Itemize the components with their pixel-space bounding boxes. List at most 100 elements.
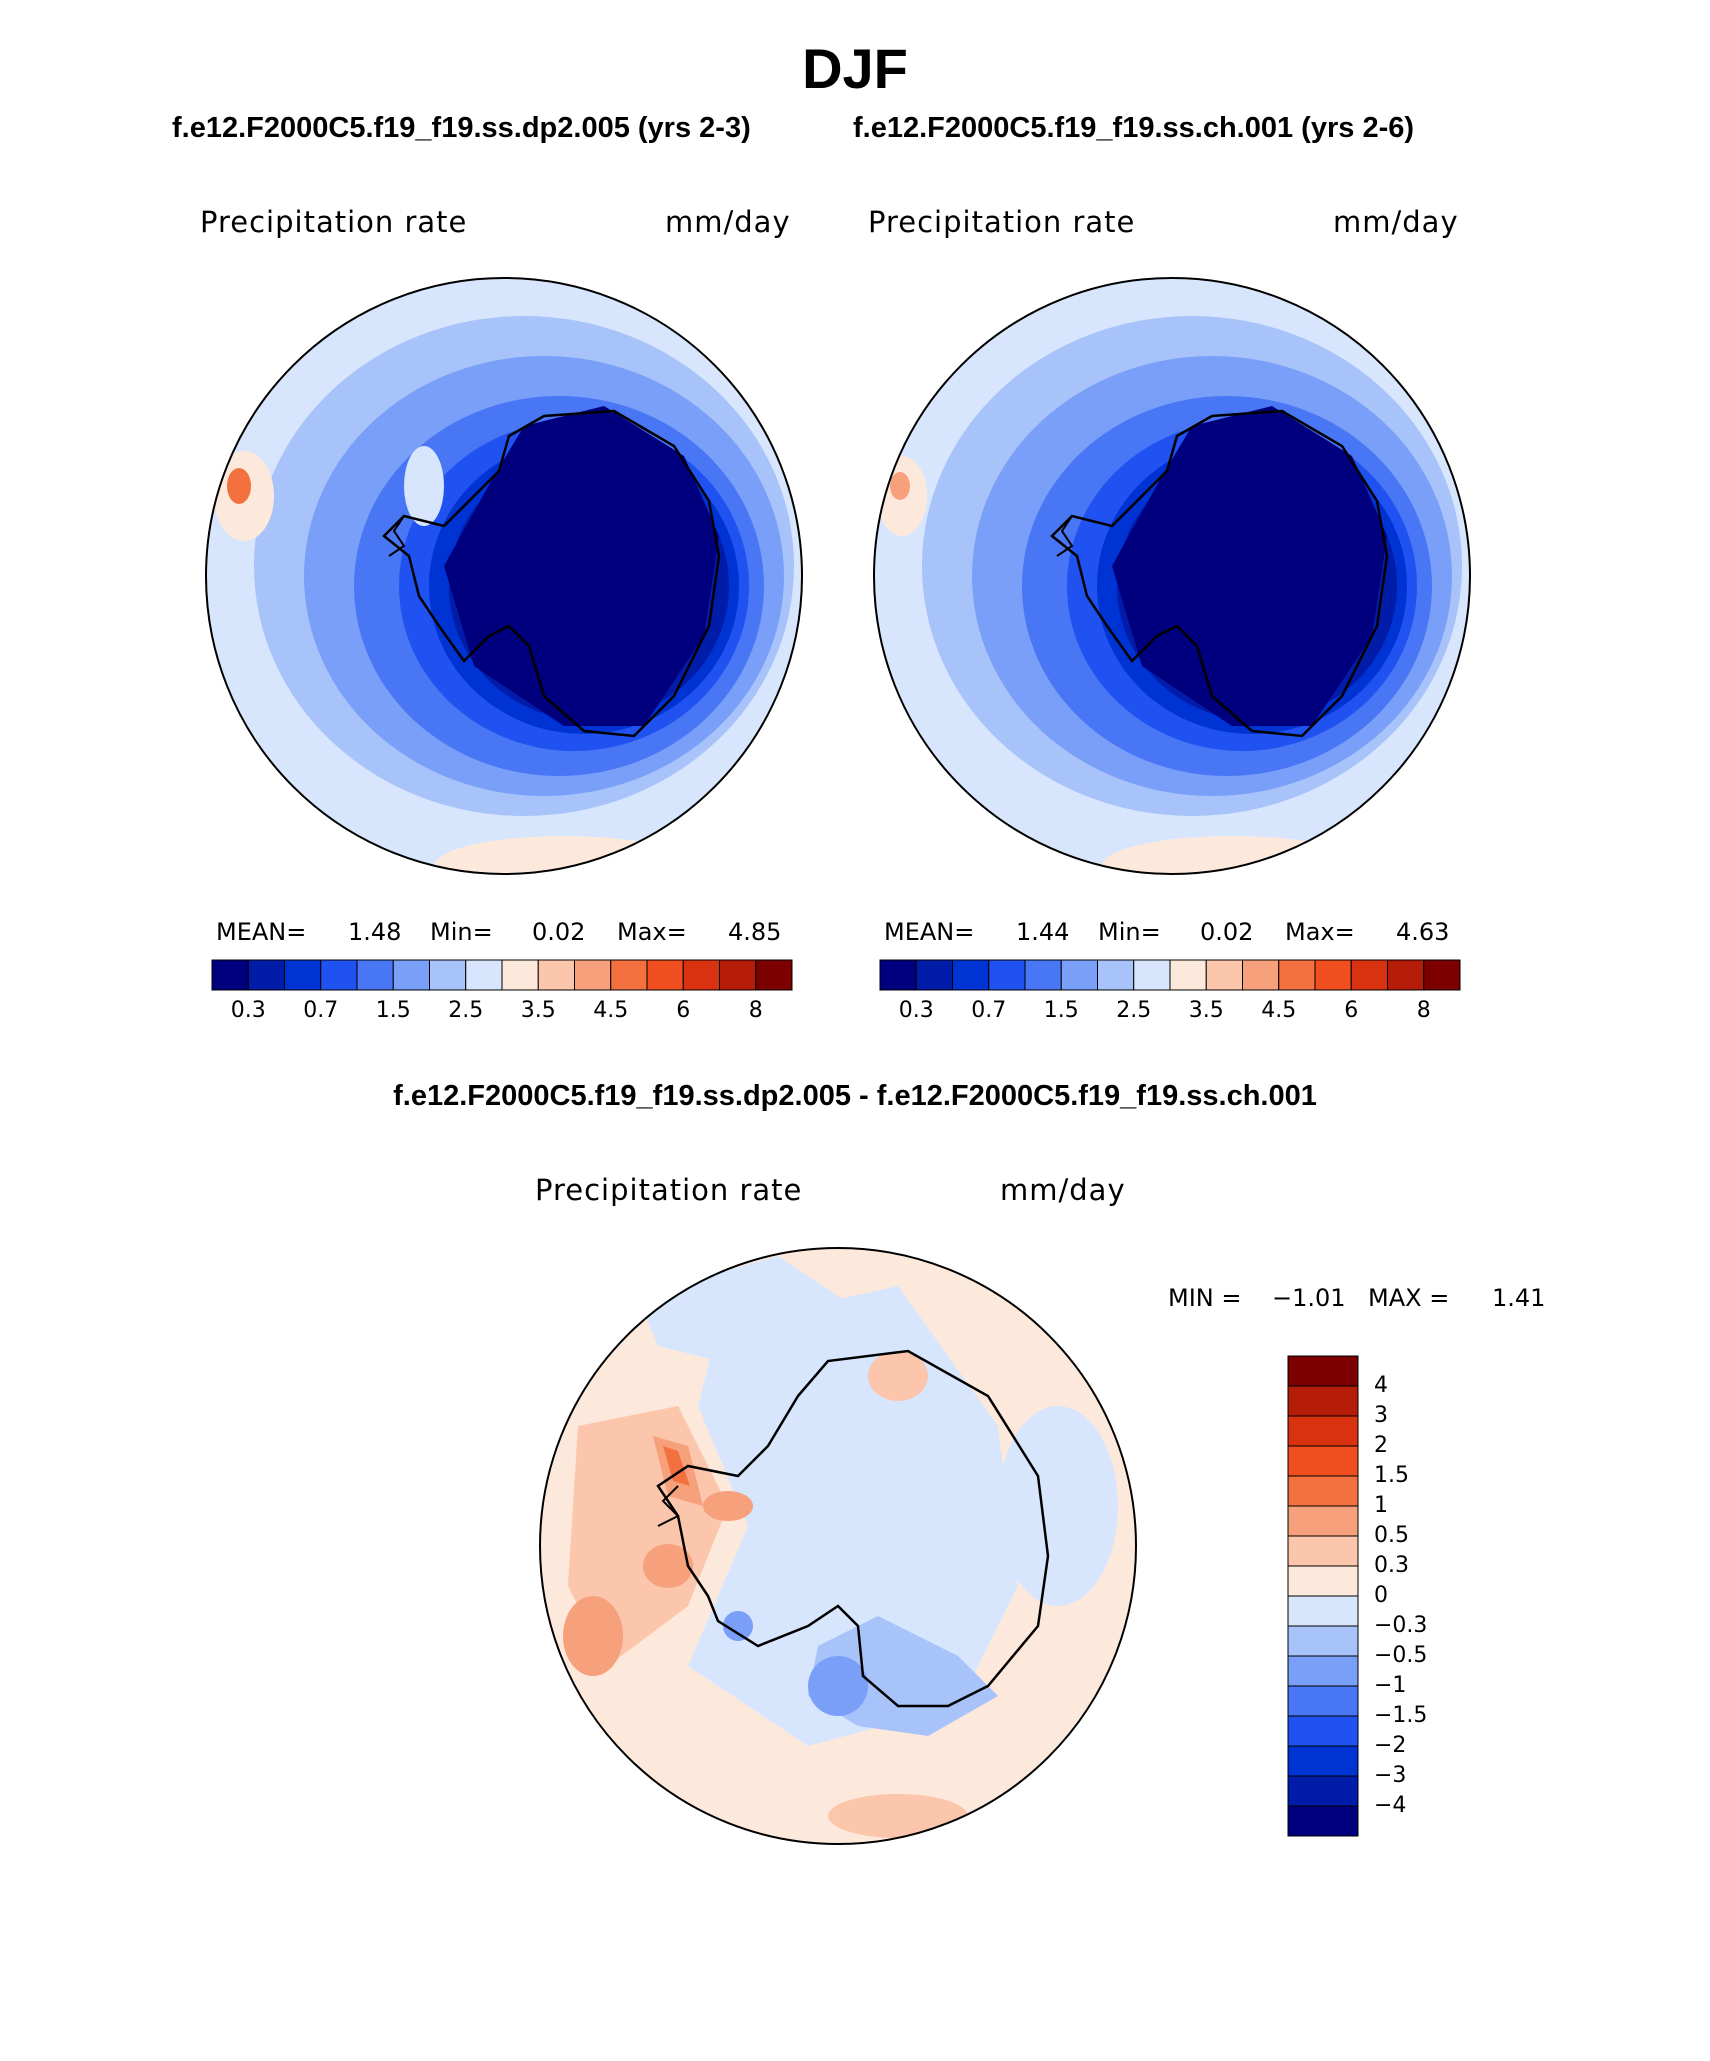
- colorbar-swatch: [1287, 1445, 1359, 1477]
- diff-max-value: 1.41: [1492, 1284, 1546, 1312]
- colorbar-swatch: [1350, 959, 1388, 991]
- colorbar-tick-label: 4: [1374, 1373, 1388, 1398]
- case2-label: f.e12.F2000C5.f19_f19.ss.ch.001 (yrs 2-6…: [853, 112, 1415, 144]
- colorbar-tick-label: 0: [1374, 1583, 1388, 1608]
- colorbar-swatch: [501, 959, 539, 991]
- colorbar-swatch: [1278, 959, 1316, 991]
- case1-label: f.e12.F2000C5.f19_f19.ss.dp2.005 (yrs 2-…: [172, 112, 751, 144]
- colorbar-swatch: [1287, 1715, 1359, 1747]
- diff-units: mm/day: [1000, 1173, 1126, 1207]
- colorbar-swatch: [1097, 959, 1135, 991]
- colorbar-swatch: [952, 959, 990, 991]
- colorbar-swatch: [211, 959, 249, 991]
- colorbar-swatch: [537, 959, 575, 991]
- colorbar-tick-label: −2: [1374, 1733, 1407, 1758]
- colorbar-tick-label: 0.5: [1374, 1523, 1409, 1548]
- colorbar-tick-label: −0.5: [1374, 1643, 1428, 1668]
- colorbar-tick-label: 0.3: [1374, 1553, 1409, 1578]
- colorbar-swatch: [682, 959, 720, 991]
- colorbar-swatch: [392, 959, 430, 991]
- panel2-mean-label: MEAN=: [884, 918, 975, 946]
- colorbar-swatch: [1287, 1655, 1359, 1687]
- colorbar-tick-label: 6: [1344, 998, 1359, 1023]
- colorbar-swatch: [1287, 1505, 1359, 1537]
- map-panel-1: [205, 277, 803, 875]
- panel1-min-value: 0.02: [532, 918, 586, 946]
- colorbar-tick-label: 1.5: [375, 998, 411, 1023]
- colorbar-tick-label: 2: [1374, 1433, 1388, 1458]
- panel1-max-value: 4.85: [728, 918, 782, 946]
- colorbar-swatch: [320, 959, 358, 991]
- colorbar-tick-label: 2.5: [448, 998, 484, 1023]
- colorbar-swatch: [1287, 1625, 1359, 1657]
- panel1-mean-label: MEAN=: [216, 918, 307, 946]
- panel2-max-label: Max=: [1285, 918, 1355, 946]
- colorbar-tick-label: 8: [748, 998, 763, 1023]
- colorbar-swatch: [646, 959, 684, 991]
- panel2-max-value: 4.63: [1396, 918, 1450, 946]
- colorbar-swatch: [1242, 959, 1280, 991]
- colorbar-tick-label: 3.5: [520, 998, 556, 1023]
- colorbar-swatch: [1314, 959, 1352, 991]
- colorbar-swatch: [1287, 1745, 1359, 1777]
- colorbar-swatch: [1423, 959, 1461, 991]
- figure-title: DJF: [802, 37, 908, 100]
- colorbar-swatch: [465, 959, 503, 991]
- colorbar-swatch: [1387, 959, 1425, 991]
- colorbar-tick-label: 0.3: [898, 998, 934, 1023]
- panel2-variable: Precipitation rate: [868, 205, 1136, 239]
- colorbar-panel-1: [211, 959, 793, 991]
- colorbar-swatch: [1287, 1355, 1359, 1387]
- colorbar-swatch: [1133, 959, 1171, 991]
- colorbar-swatch: [1287, 1595, 1359, 1627]
- colorbar-tick-label: 2.5: [1116, 998, 1152, 1023]
- colorbar-tick-label: 4.5: [1261, 998, 1297, 1023]
- colorbar-swatch: [988, 959, 1026, 991]
- colorbar-diff: [1287, 1355, 1359, 1837]
- diff-title: f.e12.F2000C5.f19_f19.ss.dp2.005 - f.e12…: [393, 1080, 1317, 1112]
- panel2-mean-value: 1.44: [1016, 918, 1070, 946]
- colorbar-tick-label: −4: [1374, 1793, 1407, 1818]
- colorbar-swatch: [1287, 1385, 1359, 1417]
- colorbar-swatch: [719, 959, 757, 991]
- colorbar-tick-label: 4.5: [593, 998, 629, 1023]
- colorbar-swatch: [1060, 959, 1098, 991]
- colorbar-tick-label: 1.5: [1043, 998, 1079, 1023]
- colorbar-tick-label: −1.5: [1374, 1703, 1428, 1728]
- colorbar-swatch: [1024, 959, 1062, 991]
- colorbar-tick-label: −3: [1374, 1763, 1407, 1788]
- colorbar-swatch: [1287, 1685, 1359, 1717]
- colorbar-swatch: [879, 959, 917, 991]
- colorbar-swatch: [574, 959, 612, 991]
- panel1-mean-value: 1.48: [348, 918, 402, 946]
- colorbar-swatch: [1287, 1565, 1359, 1597]
- panel2-min-value: 0.02: [1200, 918, 1254, 946]
- colorbar-tick-label: −1: [1374, 1673, 1407, 1698]
- panel1-min-label: Min=: [430, 918, 493, 946]
- diff-variable: Precipitation rate: [535, 1173, 803, 1207]
- colorbar-panel-2: [879, 959, 1461, 991]
- colorbar-swatch: [1287, 1535, 1359, 1567]
- colorbar-swatch: [610, 959, 648, 991]
- colorbar-tick-label: 3: [1374, 1403, 1388, 1428]
- colorbar-tick-label: 1.5: [1374, 1463, 1409, 1488]
- colorbar-swatch: [429, 959, 467, 991]
- colorbar-swatch: [1287, 1775, 1359, 1807]
- colorbar-tick-label: 0.7: [971, 998, 1007, 1023]
- colorbar-swatch: [755, 959, 793, 991]
- colorbar-swatch: [1169, 959, 1207, 991]
- panel2-min-label: Min=: [1098, 918, 1161, 946]
- colorbar-swatch: [1287, 1415, 1359, 1447]
- panel1-units: mm/day: [665, 205, 791, 239]
- colorbar-swatch: [356, 959, 394, 991]
- colorbar-swatch: [284, 959, 322, 991]
- colorbar-tick-label: −0.3: [1374, 1613, 1428, 1638]
- colorbar-tick-label: 3.5: [1188, 998, 1224, 1023]
- colorbar-tick-label: 8: [1416, 998, 1431, 1023]
- colorbar-swatch: [1287, 1475, 1359, 1507]
- diff-min-value: −1.01: [1272, 1284, 1346, 1312]
- colorbar-swatch: [915, 959, 953, 991]
- panel1-variable: Precipitation rate: [200, 205, 468, 239]
- diff-min-label: MIN =: [1168, 1284, 1242, 1312]
- colorbar-swatch: [247, 959, 285, 991]
